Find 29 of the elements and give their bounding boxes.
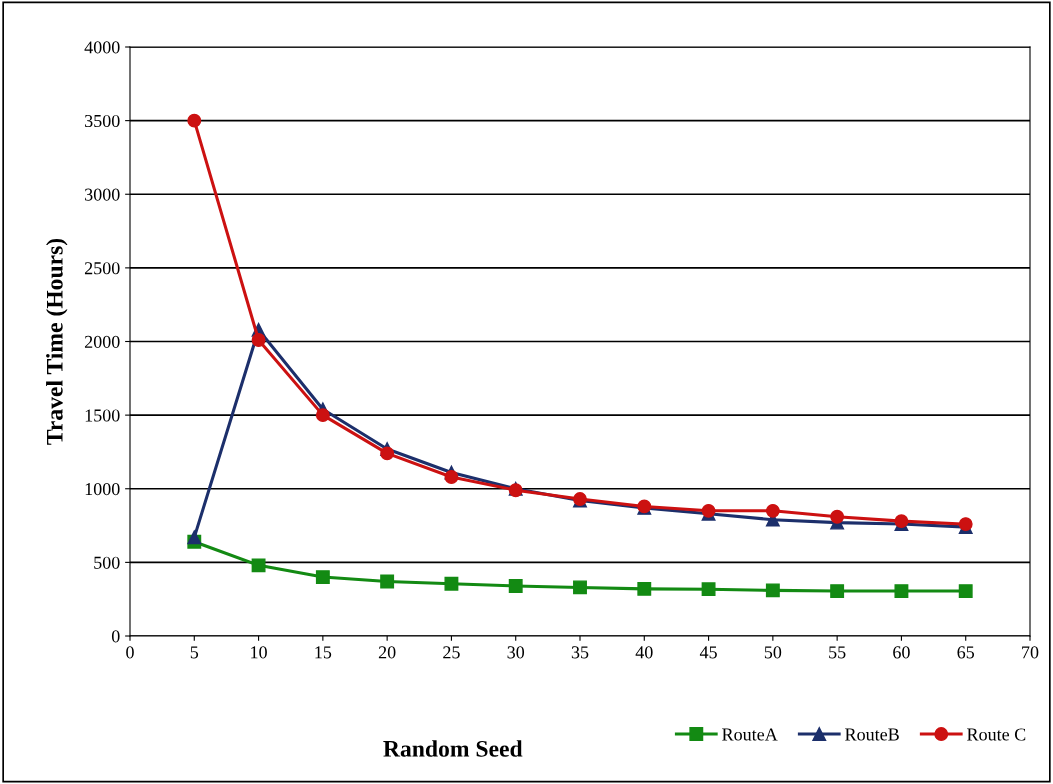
y-tick-label: 0	[111, 630, 120, 643]
x-tick-label: 35	[571, 646, 589, 659]
x-tick-label: 20	[378, 646, 396, 659]
x-tick-label: 45	[699, 646, 717, 659]
x-tick-label: 30	[507, 646, 525, 659]
y-tick-label: 2500	[84, 262, 120, 275]
y-tick-label: 3000	[85, 188, 120, 201]
x-tick-label: 25	[443, 646, 460, 659]
x-tick-label: 0	[126, 646, 134, 659]
x-tick-label: 5	[190, 646, 199, 659]
y-tick-label: 1000	[85, 483, 120, 496]
y-tick-label: 4000	[84, 41, 120, 54]
x-tick-label: 70	[1022, 646, 1039, 659]
x-tick-label: 65	[957, 646, 975, 659]
y-tick-label: 2000	[84, 335, 120, 348]
x-tick-label: 60	[893, 646, 910, 659]
x-tick-label: 50	[764, 646, 782, 659]
y-tick-label: 1500	[85, 409, 120, 422]
y-axis-title: Travel Time (Hours)	[46, 238, 68, 445]
legend-label: RouteB	[845, 728, 899, 741]
x-tick-label: 10	[251, 646, 267, 659]
x-tick-label: 55	[829, 646, 846, 659]
legend-label: Route C	[967, 728, 1026, 741]
legend-label: RouteA	[722, 728, 778, 741]
y-tick-label: 500	[94, 556, 120, 569]
x-axis-title: Random Seed	[383, 740, 523, 757]
x-tick-label: 40	[635, 646, 653, 659]
y-tick-label: 3500	[85, 114, 120, 128]
x-tick-label: 15	[315, 646, 332, 659]
